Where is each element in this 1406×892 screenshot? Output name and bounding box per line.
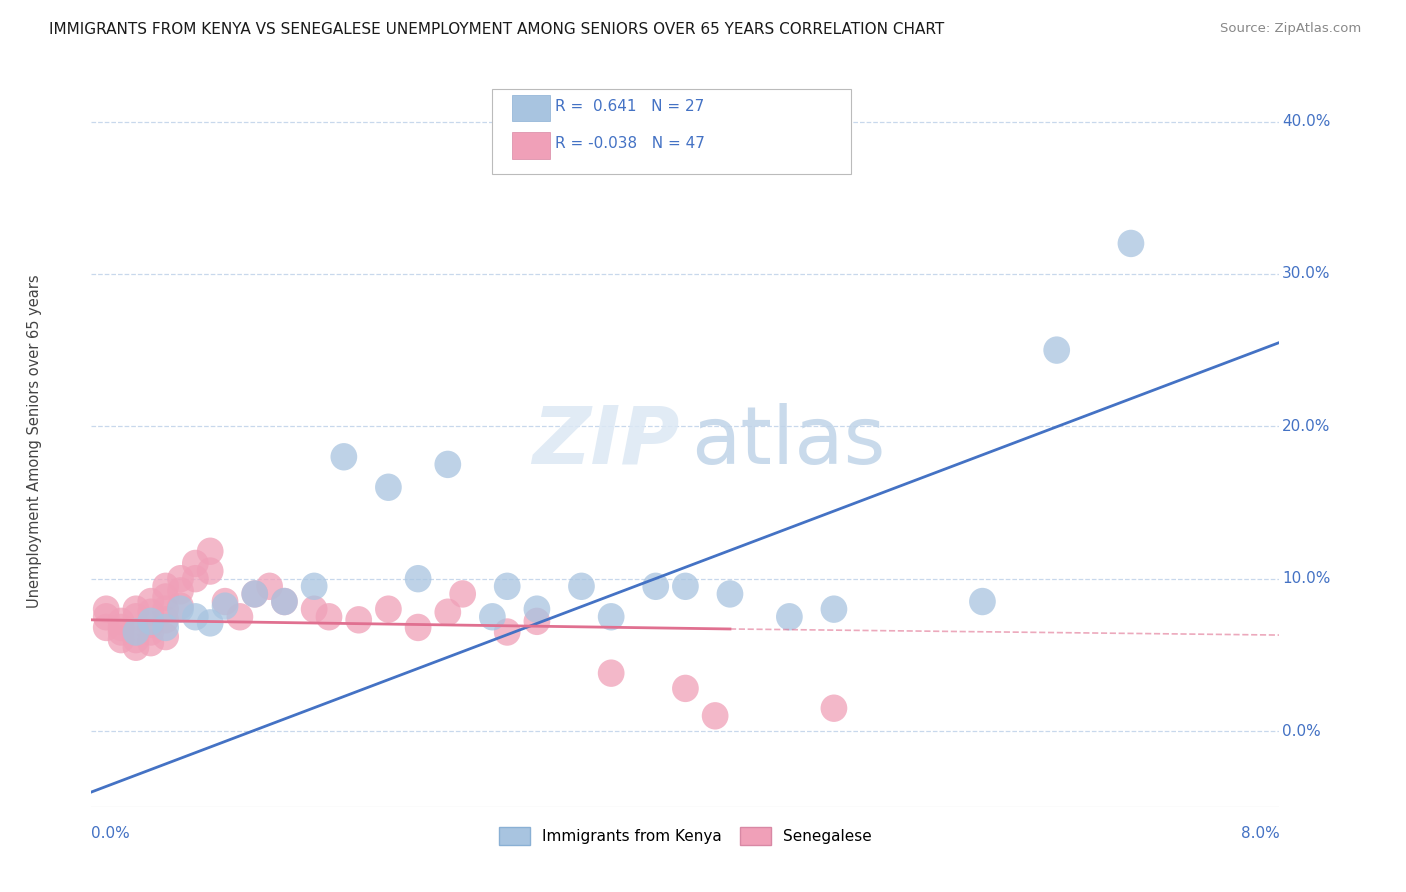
Ellipse shape — [776, 603, 803, 631]
Ellipse shape — [643, 573, 669, 600]
Ellipse shape — [138, 588, 165, 615]
Ellipse shape — [226, 603, 253, 631]
Ellipse shape — [167, 596, 194, 623]
Ellipse shape — [108, 618, 135, 646]
Ellipse shape — [301, 573, 328, 600]
Ellipse shape — [821, 596, 848, 623]
Text: 20.0%: 20.0% — [1282, 419, 1330, 434]
Ellipse shape — [181, 603, 208, 631]
Ellipse shape — [122, 618, 149, 646]
Ellipse shape — [330, 443, 357, 470]
Text: 0.0%: 0.0% — [91, 826, 131, 840]
Text: atlas: atlas — [692, 402, 886, 481]
Ellipse shape — [93, 614, 120, 641]
Ellipse shape — [197, 609, 224, 637]
Ellipse shape — [122, 596, 149, 623]
Ellipse shape — [434, 599, 461, 626]
Ellipse shape — [93, 603, 120, 631]
Ellipse shape — [375, 474, 402, 501]
Ellipse shape — [167, 592, 194, 620]
Text: Source: ZipAtlas.com: Source: ZipAtlas.com — [1220, 22, 1361, 36]
Text: 8.0%: 8.0% — [1240, 826, 1279, 840]
Ellipse shape — [672, 573, 699, 600]
Ellipse shape — [122, 618, 149, 646]
Ellipse shape — [256, 573, 283, 600]
Ellipse shape — [479, 603, 506, 631]
Ellipse shape — [375, 596, 402, 623]
Ellipse shape — [494, 573, 520, 600]
Ellipse shape — [702, 702, 728, 730]
Ellipse shape — [598, 603, 624, 631]
Ellipse shape — [434, 450, 461, 478]
Ellipse shape — [568, 573, 595, 600]
Ellipse shape — [122, 603, 149, 631]
Ellipse shape — [315, 603, 343, 631]
Ellipse shape — [969, 588, 995, 615]
Ellipse shape — [152, 573, 179, 600]
Ellipse shape — [138, 607, 165, 635]
Ellipse shape — [108, 626, 135, 653]
Text: ZIP: ZIP — [531, 402, 679, 481]
Ellipse shape — [523, 607, 550, 635]
Ellipse shape — [717, 580, 744, 607]
Ellipse shape — [523, 596, 550, 623]
Ellipse shape — [122, 626, 149, 653]
Ellipse shape — [672, 674, 699, 702]
Ellipse shape — [450, 580, 477, 607]
Text: IMMIGRANTS FROM KENYA VS SENEGALESE UNEMPLOYMENT AMONG SENIORS OVER 65 YEARS COR: IMMIGRANTS FROM KENYA VS SENEGALESE UNEM… — [49, 22, 945, 37]
Ellipse shape — [167, 577, 194, 605]
Text: R =  0.641   N = 27: R = 0.641 N = 27 — [555, 99, 704, 113]
Ellipse shape — [108, 607, 135, 635]
Ellipse shape — [152, 583, 179, 611]
Text: R = -0.038   N = 47: R = -0.038 N = 47 — [555, 136, 706, 151]
Ellipse shape — [242, 580, 269, 607]
Ellipse shape — [138, 629, 165, 657]
Ellipse shape — [167, 565, 194, 592]
Ellipse shape — [271, 588, 298, 615]
Ellipse shape — [93, 596, 120, 623]
Ellipse shape — [122, 633, 149, 661]
Ellipse shape — [271, 588, 298, 615]
Ellipse shape — [152, 623, 179, 650]
Ellipse shape — [197, 558, 224, 585]
Text: 0.0%: 0.0% — [1282, 723, 1320, 739]
Ellipse shape — [242, 580, 269, 607]
Ellipse shape — [152, 614, 179, 641]
Ellipse shape — [181, 549, 208, 577]
Ellipse shape — [598, 659, 624, 687]
Ellipse shape — [821, 695, 848, 722]
Ellipse shape — [212, 592, 239, 620]
Ellipse shape — [138, 611, 165, 638]
Ellipse shape — [1118, 230, 1144, 257]
Ellipse shape — [181, 565, 208, 592]
Legend: Immigrants from Kenya, Senegalese: Immigrants from Kenya, Senegalese — [492, 820, 879, 852]
Ellipse shape — [152, 607, 179, 633]
Ellipse shape — [494, 618, 520, 646]
Text: 30.0%: 30.0% — [1282, 267, 1330, 281]
Ellipse shape — [108, 614, 135, 641]
Text: 10.0%: 10.0% — [1282, 571, 1330, 586]
Ellipse shape — [197, 538, 224, 565]
Ellipse shape — [301, 596, 328, 623]
Ellipse shape — [346, 607, 373, 633]
Ellipse shape — [1043, 336, 1070, 364]
Text: Unemployment Among Seniors over 65 years: Unemployment Among Seniors over 65 years — [27, 275, 42, 608]
Ellipse shape — [212, 588, 239, 615]
Text: 40.0%: 40.0% — [1282, 114, 1330, 129]
Ellipse shape — [405, 614, 432, 641]
Ellipse shape — [138, 599, 165, 626]
Ellipse shape — [405, 565, 432, 592]
Ellipse shape — [152, 596, 179, 623]
Ellipse shape — [138, 618, 165, 646]
